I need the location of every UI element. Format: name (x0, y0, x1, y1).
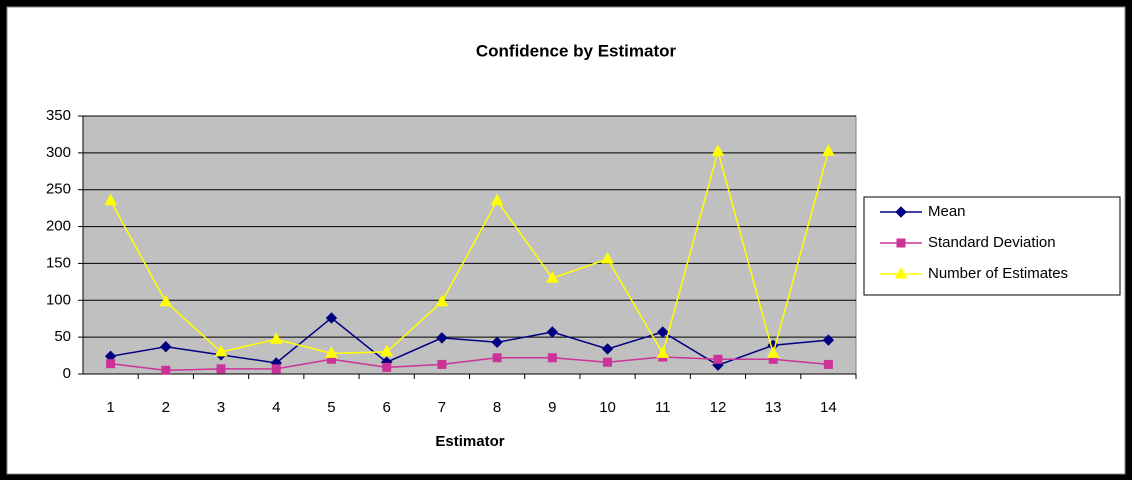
data-point (435, 294, 449, 307)
y-tick-label: 350 (46, 107, 71, 124)
legend-label: Standard Deviation (928, 234, 1056, 251)
x-tick-label: 1 (106, 399, 114, 416)
data-point (160, 341, 172, 353)
y-tick-label: 250 (46, 181, 71, 198)
data-point (271, 364, 281, 374)
x-axis-label: Estimator (435, 433, 504, 450)
data-point (766, 346, 780, 358)
x-tick-label: 9 (548, 399, 556, 416)
data-point (656, 346, 670, 358)
x-tick-label: 5 (327, 399, 335, 416)
y-tick-label: 300 (46, 144, 71, 161)
legend-marker (896, 238, 906, 248)
data-point (657, 326, 669, 338)
x-tick-label: 10 (599, 399, 616, 416)
data-point (711, 144, 725, 156)
data-point (159, 294, 173, 307)
data-point (106, 359, 116, 369)
y-tick-label: 100 (46, 291, 71, 308)
data-point (601, 343, 614, 355)
plot-area (82, 115, 857, 375)
x-tick-label: 7 (438, 399, 446, 416)
data-point (491, 336, 503, 349)
x-tick-label: 12 (710, 399, 727, 416)
data-point (545, 271, 559, 283)
data-point (161, 365, 171, 375)
x-tick-label: 8 (493, 399, 501, 416)
data-point (325, 312, 338, 324)
data-point (269, 332, 283, 344)
data-point (382, 362, 392, 372)
x-tick-label: 3 (217, 399, 225, 416)
data-point (492, 353, 502, 363)
legend (863, 196, 1121, 296)
data-point (547, 353, 557, 363)
x-tick-label: 11 (655, 399, 671, 416)
y-tick-label: 50 (54, 328, 71, 345)
data-point (216, 364, 226, 374)
series-line (110, 356, 829, 372)
x-tick-label: 2 (162, 399, 170, 416)
data-point (214, 344, 228, 357)
data-point (380, 344, 394, 357)
data-point (490, 193, 504, 206)
data-point (437, 359, 447, 369)
data-point (325, 346, 338, 358)
data-point (104, 193, 117, 206)
data-point (601, 251, 614, 264)
data-point (822, 334, 835, 346)
data-point (822, 144, 835, 156)
y-tick-label: 0 (63, 365, 71, 382)
legend-label: Number of Estimates (928, 265, 1068, 282)
data-point (713, 354, 723, 364)
y-tick-label: 200 (46, 218, 71, 235)
data-point (436, 332, 448, 344)
data-point (823, 359, 833, 369)
x-tick-label: 4 (272, 399, 280, 416)
y-tick-label: 150 (46, 254, 71, 271)
x-tick-label: 13 (765, 399, 782, 416)
x-tick-label: 6 (383, 399, 391, 416)
legend-label: Mean (928, 203, 966, 220)
legend-marker (895, 206, 907, 218)
legend-marker (894, 266, 908, 279)
data-point (603, 357, 613, 367)
series-line (109, 148, 830, 357)
chart-title: Confidence by Estimator (476, 41, 677, 60)
data-point (546, 326, 559, 338)
x-tick-label: 14 (820, 399, 837, 416)
